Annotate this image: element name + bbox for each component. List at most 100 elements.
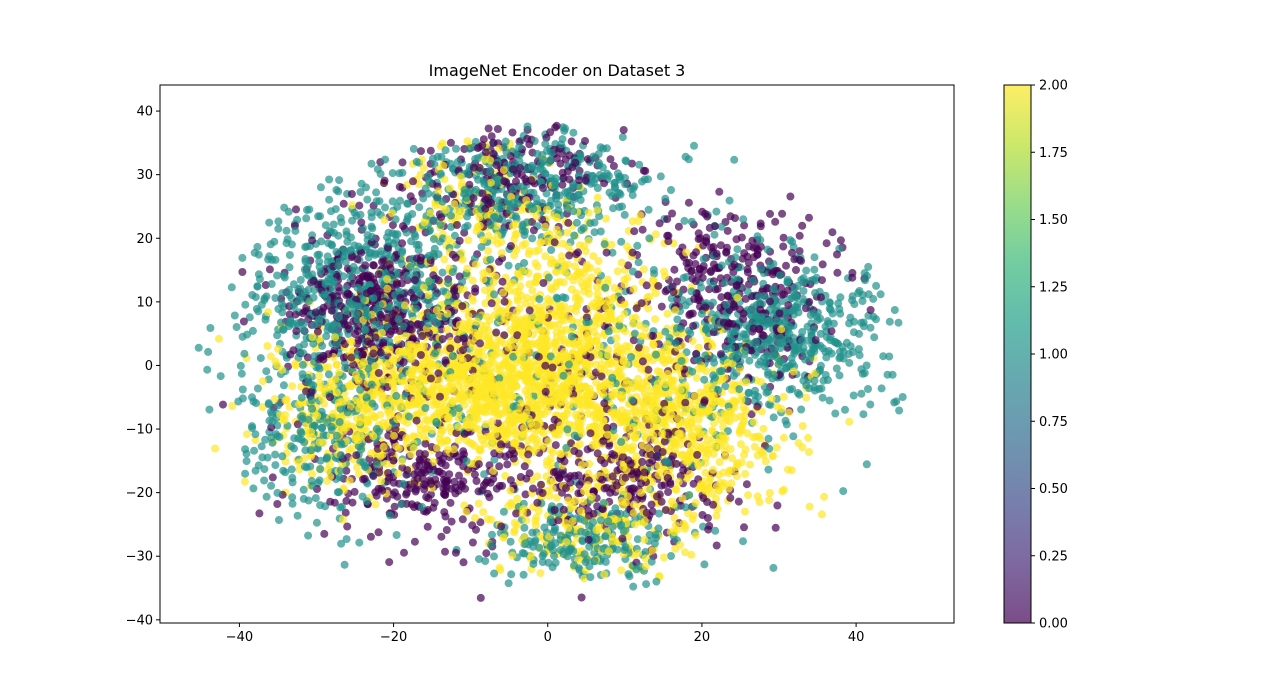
scatter-point [513, 296, 522, 305]
scatter-point [253, 242, 262, 251]
scatter-point [629, 582, 638, 591]
scatter-point [504, 579, 513, 588]
scatter-point [661, 194, 670, 203]
scatter-point [495, 257, 503, 266]
scatter-point [412, 157, 421, 166]
scatter-point [818, 393, 827, 402]
scatter-point [437, 213, 446, 222]
scatter-point [759, 424, 768, 433]
scatter-point [242, 457, 251, 466]
scatter-point [541, 140, 550, 148]
scatter-point [274, 224, 283, 233]
scatter-point [251, 430, 260, 439]
scatter-point [395, 169, 404, 178]
scatter-point [237, 369, 246, 378]
scatter-point [219, 400, 227, 409]
scatter-point [383, 284, 392, 293]
scatter-point [580, 287, 589, 296]
scatter-point [543, 205, 551, 214]
scatter-point [404, 199, 412, 208]
scatter-point [876, 290, 885, 299]
scatter-point [442, 477, 451, 486]
scatter-point [499, 507, 508, 516]
scatter-point [663, 369, 672, 378]
scatter-point [642, 580, 651, 589]
scatter-point [769, 413, 778, 422]
scatter-point [486, 167, 495, 176]
scatter-point [782, 261, 790, 270]
scatter-point [264, 308, 272, 317]
scatter-point [471, 155, 480, 163]
scatter-point [804, 433, 813, 442]
scatter-point [577, 226, 586, 235]
scatter-point [501, 452, 510, 461]
scatter-point [771, 217, 780, 226]
scatter-point [746, 460, 754, 469]
scatter-point [593, 449, 602, 458]
scatter-point [779, 290, 788, 299]
scatter-point [822, 239, 831, 248]
scatter-point [625, 572, 634, 581]
scatter-point [613, 267, 622, 276]
scatter-point [381, 459, 390, 468]
scatter-point [885, 352, 894, 361]
scatter-point [489, 358, 498, 367]
scatter-point [304, 531, 313, 540]
scatter-point [240, 477, 249, 486]
scatter-point [450, 287, 459, 295]
scatter-point [523, 134, 532, 143]
scatter-point [864, 262, 873, 271]
scatter-point [866, 306, 875, 314]
scatter-point [765, 489, 774, 497]
scatter-point [417, 147, 425, 156]
scatter-point [372, 460, 381, 469]
scatter-point [273, 331, 282, 340]
scatter-point [766, 209, 774, 218]
scatter-point [621, 156, 630, 165]
scatter-point [661, 272, 670, 281]
scatter-point [253, 282, 262, 291]
scatter-point [204, 347, 213, 356]
scatter-point [422, 493, 431, 502]
scatter-point [355, 201, 364, 210]
scatter-point [390, 502, 399, 511]
scatter-point [738, 254, 747, 263]
scatter-point [474, 460, 483, 469]
scatter-point [539, 279, 548, 287]
scatter-point [403, 215, 412, 224]
scatter-point [556, 159, 565, 168]
scatter-point [826, 305, 835, 314]
scatter-point [436, 400, 445, 409]
scatter-point [455, 236, 464, 245]
scatter-point [832, 364, 841, 373]
scatter-point [657, 302, 666, 311]
scatter-point [606, 155, 615, 164]
scatter-point [270, 395, 279, 403]
scatter-point [655, 509, 663, 518]
scatter-point [453, 221, 461, 229]
scatter-point [336, 503, 345, 512]
scatter-point [238, 253, 247, 262]
scatter-point [415, 203, 424, 212]
scatter-point [381, 203, 389, 212]
scatter-point [674, 222, 683, 231]
scatter-point [454, 436, 463, 445]
scatter-point [377, 476, 386, 485]
scatter-point [302, 214, 311, 223]
scatter-point [663, 215, 672, 224]
scatter-point [548, 285, 557, 294]
scatter-point [432, 443, 441, 452]
scatter-point [421, 404, 430, 412]
scatter-point [652, 577, 661, 586]
scatter-point [848, 273, 857, 282]
scatter-point [818, 276, 826, 285]
scatter-point [500, 297, 509, 306]
scatter-point [357, 179, 366, 188]
scatter-point [726, 212, 735, 221]
scatter-point [335, 176, 344, 185]
scatter-point [824, 319, 833, 328]
scatter-point [862, 460, 871, 469]
scatter-point [273, 500, 282, 508]
scatter-point [806, 276, 815, 285]
scatter-point [742, 480, 751, 489]
